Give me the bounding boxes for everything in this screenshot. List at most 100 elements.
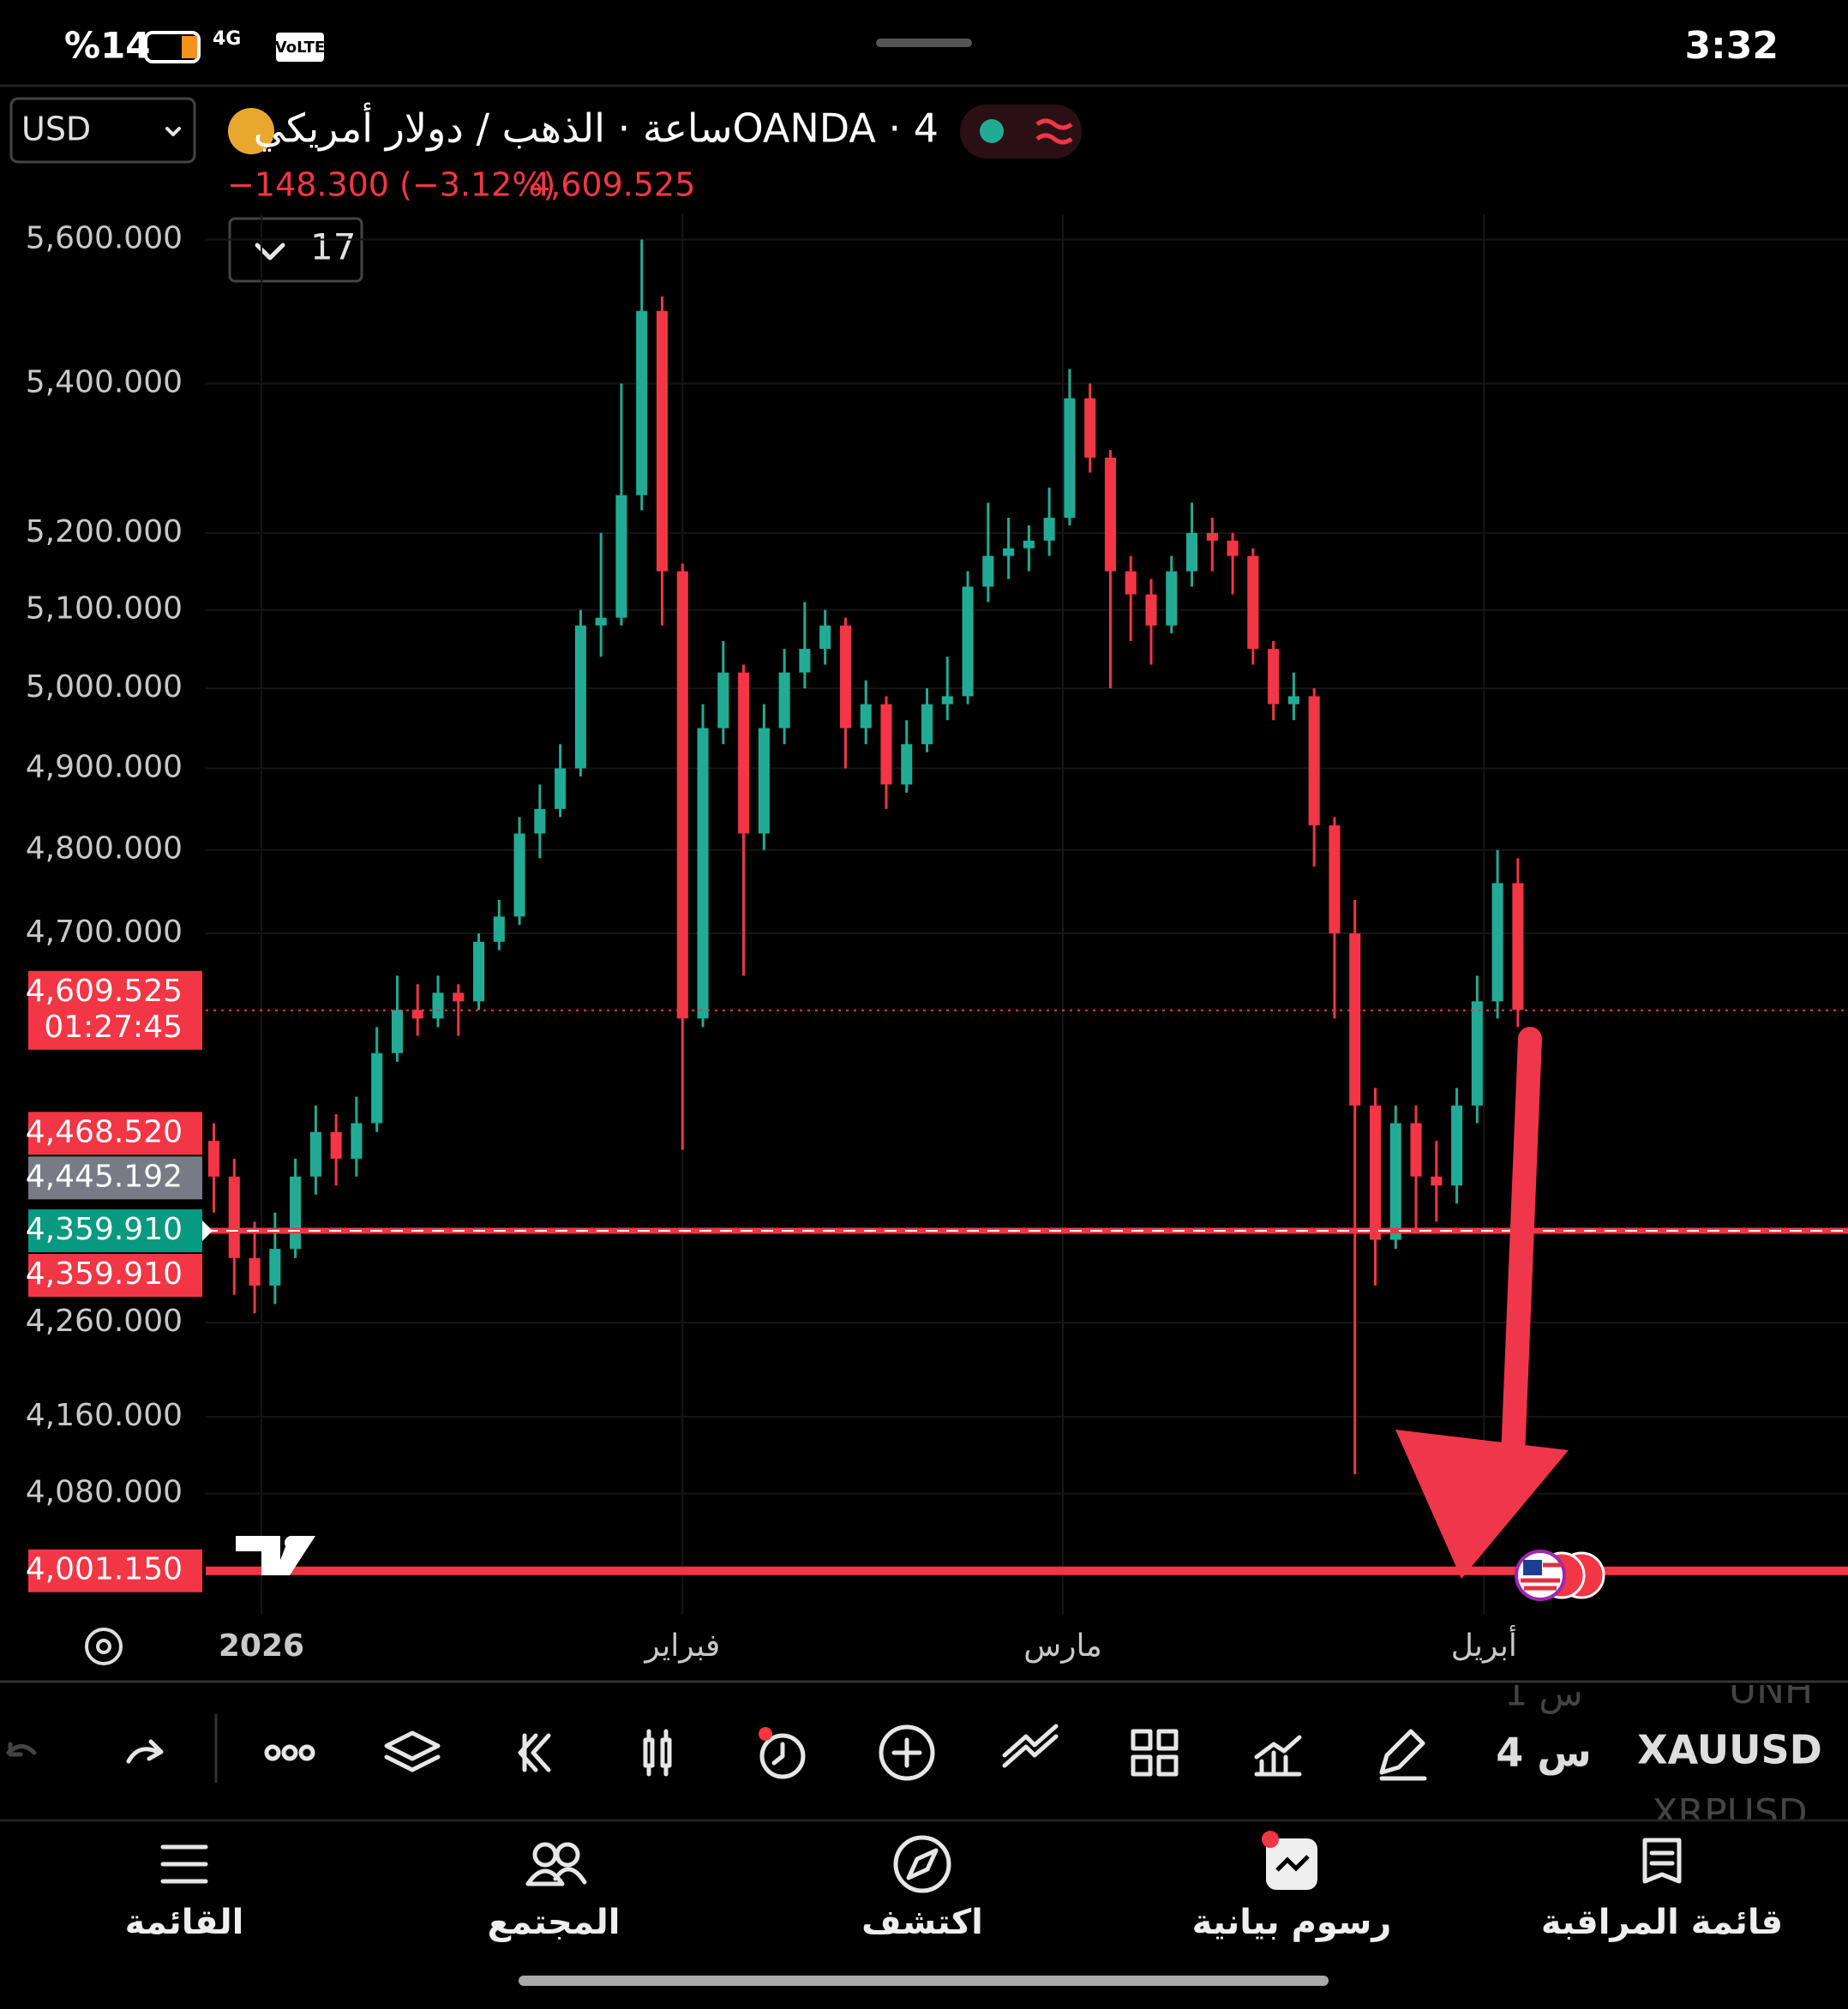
price-label-box	[28, 1112, 202, 1155]
candle-body	[207, 1141, 220, 1177]
candle-body	[1104, 457, 1117, 572]
layout[interactable]	[1131, 1729, 1179, 1777]
flag-stripes	[1521, 1562, 1562, 1591]
draw[interactable]	[1379, 1729, 1427, 1781]
x-tick-label: مارس	[1023, 1628, 1102, 1664]
candle-body	[901, 744, 913, 785]
candle-body	[758, 728, 770, 834]
candle-body	[351, 1123, 363, 1159]
candle-body	[228, 1176, 240, 1258]
nav-label[interactable]: قائمة المراقبة	[1541, 1903, 1783, 1942]
menu-icon[interactable]	[160, 1844, 208, 1884]
annotation-arrow-shaft	[1501, 1027, 1542, 1469]
candle-body	[391, 1010, 403, 1053]
y-tick-label: 4,800.000	[26, 831, 183, 867]
currency[interactable]: USD	[21, 111, 91, 148]
clock: 3:32	[1685, 24, 1779, 68]
chevron	[165, 127, 181, 136]
candle-body	[1349, 933, 1361, 1106]
alerts[interactable]	[759, 1733, 806, 1779]
nav-label[interactable]: القائمة	[125, 1903, 244, 1942]
nav-label[interactable]: المجتمع	[488, 1903, 621, 1942]
symbol[interactable]: UNH	[1729, 1669, 1813, 1712]
indicator-toggle[interactable]: 17	[228, 217, 363, 283]
y-tick-label: 4,160.000	[26, 1398, 183, 1433]
candle-body	[1043, 518, 1055, 541]
undo[interactable]	[6, 1742, 37, 1757]
home-indicator	[519, 1976, 1329, 1986]
charts-dot	[1262, 1831, 1279, 1848]
price-label: 4,445.192	[26, 1159, 183, 1194]
toggle-box[interactable]	[228, 217, 363, 283]
candle-body	[1431, 1176, 1443, 1186]
indicators[interactable]	[1254, 1735, 1302, 1777]
chart-type[interactable]	[643, 1729, 672, 1777]
x-tick-label: أبريل	[1451, 1625, 1517, 1664]
logo-dot	[285, 1536, 298, 1550]
price-label-box	[28, 1209, 202, 1253]
status-pill[interactable]	[960, 105, 1082, 159]
explore-icon[interactable]	[893, 1835, 951, 1893]
candle-body	[738, 672, 750, 834]
layers[interactable]	[384, 1730, 441, 1772]
more[interactable]	[264, 1744, 315, 1761]
y-tick-label: 5,400.000	[26, 365, 183, 400]
candle-body	[513, 833, 525, 917]
candle-body	[309, 1131, 321, 1177]
symbol[interactable]: XAUUSD	[1637, 1727, 1822, 1773]
y-tick-label: 4,700.000	[26, 915, 183, 950]
interval[interactable]: 4 س	[1496, 1730, 1592, 1776]
x-tick-label: فبراير	[643, 1628, 720, 1664]
event-flags[interactable]	[1515, 1550, 1605, 1601]
explore-needle	[906, 1848, 939, 1880]
settings-icon-center	[96, 1639, 111, 1654]
candle-body	[371, 1052, 383, 1124]
candle-body	[799, 649, 811, 673]
price-label-box	[28, 1254, 202, 1298]
candle-body	[1166, 571, 1178, 626]
symbol[interactable]: XRPUSD	[1652, 1791, 1807, 1835]
nav-label[interactable]: اكتشف	[861, 1903, 983, 1942]
add[interactable]	[879, 1724, 935, 1781]
community-icon[interactable]	[525, 1842, 587, 1886]
data-icon	[1035, 118, 1073, 145]
candle-body	[1064, 398, 1076, 519]
price-label: 4,359.910	[26, 1256, 183, 1292]
candle-body	[1125, 571, 1137, 595]
compare[interactable]	[1002, 1724, 1059, 1768]
chart-title[interactable]: OANDA · 4ساعة · الذهب / دولار أمريكي	[254, 103, 939, 153]
candle-body	[656, 310, 669, 572]
y-tick-label: 5,100.000	[26, 591, 183, 627]
watchlist-icon[interactable]	[1642, 1838, 1682, 1884]
symbol-list[interactable]: UNH 1 س XAUUSD 4 س XRPUSD	[1496, 1669, 1822, 1835]
price-label-notch	[202, 1220, 213, 1242]
interval[interactable]: 1 س	[1504, 1672, 1582, 1714]
settings-icon[interactable]	[85, 1628, 123, 1665]
candle-body	[615, 495, 627, 618]
market-open-dot	[980, 119, 1004, 143]
candle-body	[1186, 532, 1198, 572]
y-tick-label: 4,900.000	[26, 749, 183, 784]
candle-body	[1227, 540, 1239, 556]
candle-body	[962, 586, 974, 697]
redo[interactable]	[126, 1739, 164, 1764]
candle-body	[1003, 548, 1015, 556]
candle-body	[534, 808, 546, 834]
currency-box[interactable]	[9, 97, 196, 164]
candle-body	[1247, 555, 1259, 650]
candle-body	[330, 1131, 342, 1159]
candle-body	[880, 704, 892, 785]
replay[interactable]	[518, 1733, 551, 1772]
annotation-arrow-head	[1395, 1430, 1569, 1579]
currency-select[interactable]: USD	[9, 97, 196, 164]
candle-body	[473, 941, 485, 1002]
candle-body	[717, 672, 729, 729]
nav-label[interactable]: رسوم بيانية	[1192, 1903, 1392, 1942]
indicator-count[interactable]: 17	[310, 226, 356, 268]
flag-canton	[1523, 1560, 1542, 1575]
price-label: 4,609.525	[26, 974, 183, 1009]
candle-body	[860, 704, 872, 729]
candle-body	[1410, 1123, 1422, 1177]
candle-body	[574, 625, 586, 769]
